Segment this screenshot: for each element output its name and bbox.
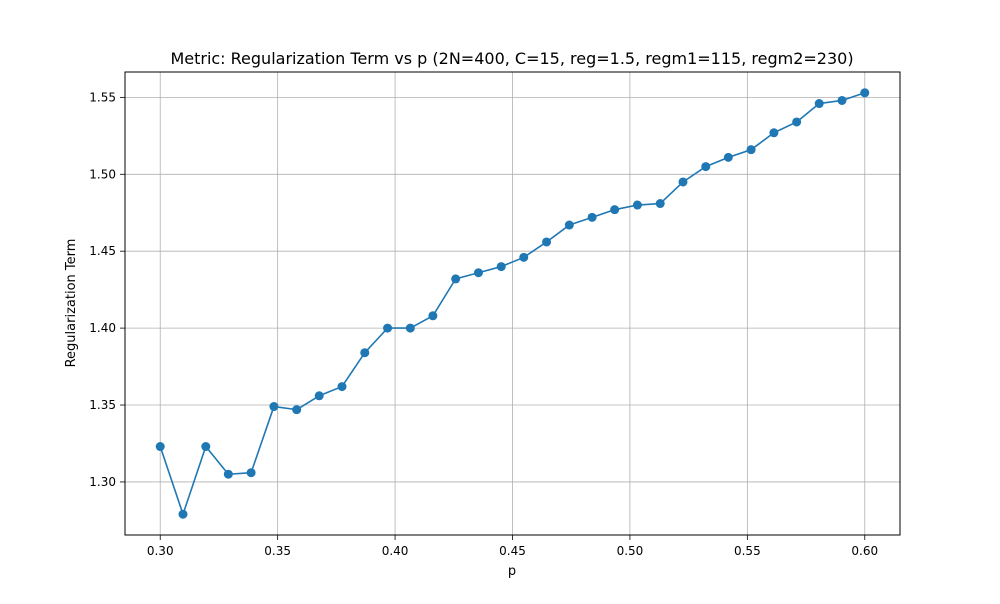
series-layer [155, 88, 870, 519]
y-tick-label: 1.45 [89, 244, 116, 258]
data-point [632, 200, 642, 210]
data-point [519, 252, 529, 262]
data-point [701, 162, 711, 172]
data-point [769, 128, 779, 138]
y-tick-label: 1.55 [89, 90, 116, 104]
data-point [587, 212, 597, 222]
data-point [292, 405, 302, 415]
data-point [496, 262, 506, 272]
data-point [860, 88, 870, 98]
data-point [428, 311, 438, 321]
x-tick-label: 0.55 [734, 544, 761, 558]
data-point [837, 95, 847, 105]
data-point [746, 145, 756, 155]
data-point [269, 402, 279, 412]
data-point [451, 274, 461, 284]
x-tick-label: 0.50 [617, 544, 644, 558]
y-axis-label: Regularization Term [64, 239, 79, 368]
data-point [314, 391, 324, 401]
data-point [223, 469, 233, 479]
data-point [155, 442, 165, 452]
x-tick-label: 0.60 [851, 544, 878, 558]
data-point [564, 220, 574, 230]
data-point [678, 177, 688, 187]
data-point [792, 117, 802, 127]
y-tick-label: 1.50 [89, 167, 116, 181]
data-point [246, 468, 256, 478]
data-point [360, 348, 370, 358]
y-tick-label: 1.30 [89, 475, 116, 489]
y-tick-label: 1.40 [89, 321, 116, 335]
axis-ticks: 0.30 0.35 0.40 0.45 0.50 0.55 0.60 1.30 1.35 1.40… [89, 90, 878, 558]
data-point [383, 323, 393, 333]
x-axis-label: p [508, 564, 516, 579]
data-point [405, 323, 415, 333]
data-point [201, 442, 211, 452]
x-tick-label: 0.30 [147, 544, 174, 558]
x-tick-label: 0.45 [499, 544, 526, 558]
data-point [814, 99, 824, 109]
x-tick-label: 0.40 [382, 544, 409, 558]
x-tick-label: 0.35 [264, 544, 291, 558]
data-point [337, 382, 347, 392]
data-point [542, 237, 552, 247]
data-point [473, 268, 483, 278]
data-point [655, 199, 665, 209]
chart-title: Metric: Regularization Term vs p (2N=400… [170, 49, 853, 68]
data-point [178, 509, 188, 519]
plot-frame [124, 71, 901, 536]
y-tick-label: 1.35 [89, 398, 116, 412]
data-point [610, 205, 620, 215]
data-point [723, 152, 733, 162]
